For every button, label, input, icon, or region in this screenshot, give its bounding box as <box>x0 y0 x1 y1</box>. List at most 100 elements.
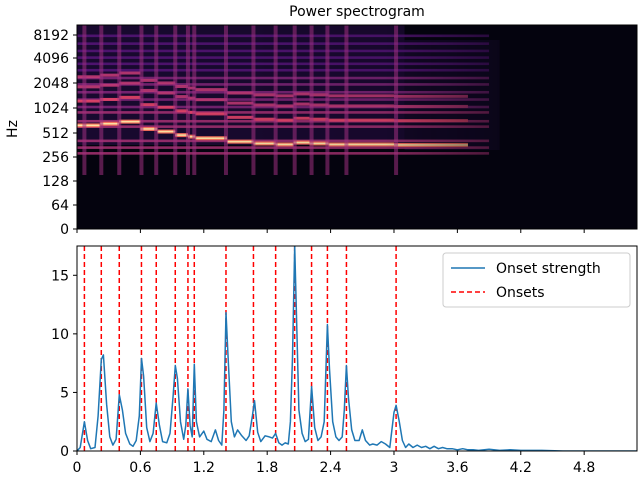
spectrogram-ytick-label: 8192 <box>33 28 69 44</box>
note-harmonic <box>77 75 101 79</box>
spectrogram-ytick-label: 128 <box>42 174 69 190</box>
legend-box <box>442 252 631 308</box>
note-fundamental-core <box>393 144 468 146</box>
legend-label-onset-strength: Onset strength <box>496 261 601 277</box>
harmonic-band <box>77 34 490 38</box>
harmonic-band <box>77 152 490 155</box>
onset-ytick-label: 10 <box>51 327 69 343</box>
onset-streak <box>273 25 278 175</box>
note-harmonic <box>227 91 254 95</box>
note-fundamental-core <box>253 142 276 145</box>
onset-xtick-label: 3 <box>390 460 399 476</box>
spectrogram-harmonics <box>77 25 500 155</box>
onset-streak <box>394 25 399 175</box>
onset-streak <box>223 25 228 175</box>
note-harmonic <box>309 103 329 107</box>
note-harmonic <box>328 118 347 122</box>
spectrogram-title: Power spectrogram <box>289 4 425 20</box>
note-harmonic <box>309 93 329 97</box>
onset-streak <box>117 25 122 175</box>
note-harmonic <box>119 81 141 85</box>
note-fundamental-core <box>77 124 101 127</box>
note-harmonic <box>157 91 176 95</box>
harmonic-band <box>77 42 490 45</box>
note-harmonic <box>187 86 196 90</box>
note-harmonic <box>328 94 347 98</box>
harmonic-band <box>77 76 490 80</box>
note-fundamental-core <box>227 140 254 143</box>
harmonic-band <box>77 98 490 101</box>
note-harmonic <box>293 102 310 106</box>
note-harmonic <box>293 116 310 120</box>
note-harmonic <box>275 118 294 122</box>
onset-streak <box>192 25 197 175</box>
onset-streak <box>309 25 314 175</box>
note-harmonic <box>227 101 254 105</box>
note-harmonic <box>140 103 158 107</box>
onset-plot-frame <box>76 245 638 452</box>
harmonic-band <box>77 146 490 149</box>
legend-label-onsets: Onsets <box>496 285 545 301</box>
spectrogram-x-ticks <box>76 229 585 233</box>
note-fundamental-core <box>157 130 176 133</box>
harmonic-band <box>77 62 490 66</box>
note-harmonic <box>157 81 176 85</box>
note-harmonic <box>346 118 394 122</box>
note-harmonic <box>187 96 196 100</box>
onset-ytick-label: 0 <box>60 444 69 460</box>
note-harmonic <box>346 94 394 98</box>
note-harmonic <box>100 97 120 101</box>
harmonic-band <box>77 90 490 94</box>
spectrogram-ytick-label: 0 <box>60 222 69 238</box>
spectrogram-frame <box>76 24 638 230</box>
onset-streak <box>251 25 256 175</box>
note-harmonic <box>309 117 329 121</box>
spectrogram-ytick-label: 2048 <box>33 76 69 92</box>
spectrogram-heatmap <box>77 25 637 229</box>
note-harmonic <box>328 104 347 108</box>
harmonic-band <box>77 125 490 128</box>
harmonic-band <box>77 111 490 114</box>
note-fundamental-core <box>140 128 158 130</box>
onset-ytick-label: 15 <box>51 268 69 284</box>
note-harmonic <box>100 83 120 87</box>
note-fundamental-core <box>309 142 329 145</box>
onset-streak <box>344 25 349 175</box>
note-fundamental-core <box>100 122 120 125</box>
onset-y-ticks: 0 5 10 15 <box>51 268 77 460</box>
note-harmonic <box>195 112 228 116</box>
harmonic-band <box>77 68 490 72</box>
note-harmonic <box>195 98 228 102</box>
note-harmonic <box>253 117 276 121</box>
note-harmonic <box>227 115 254 119</box>
note-harmonic <box>100 73 120 77</box>
onset-xtick-label: 4.8 <box>573 460 595 476</box>
onset-streak <box>139 25 144 175</box>
note-harmonic <box>77 99 101 103</box>
onset-xtick-label: 0.6 <box>129 460 151 476</box>
onset-streak <box>292 25 297 175</box>
note-harmonic <box>275 104 294 108</box>
onset-xtick-label: 3.6 <box>446 460 468 476</box>
onset-xtick-label: 1.8 <box>256 460 278 476</box>
note-harmonic <box>140 88 158 92</box>
note-fundamental-core <box>195 137 228 140</box>
spectrogram-ylabel: Hz <box>5 120 21 138</box>
onset-markers <box>83 246 397 451</box>
note-harmonic <box>275 94 294 98</box>
note-fundamental-core <box>175 134 188 136</box>
note-harmonic <box>175 109 188 113</box>
spectrogram-energy <box>77 25 500 175</box>
note-harmonic <box>346 104 394 108</box>
onset-streak <box>173 25 178 175</box>
onset-xtick-label: 0 <box>73 460 82 476</box>
spectrogram-y-ticks: 0 64 128 256 512 1024 2048 4096 8192 <box>33 28 77 238</box>
onset-strength-line <box>77 246 637 451</box>
onset-streak <box>185 25 190 175</box>
harmonic-band <box>77 83 490 86</box>
legend: Onset strength Onsets <box>442 252 631 308</box>
note-harmonic <box>77 85 101 89</box>
onset-xtick-label: 1.2 <box>193 460 215 476</box>
note-fundamental-core <box>346 143 394 146</box>
